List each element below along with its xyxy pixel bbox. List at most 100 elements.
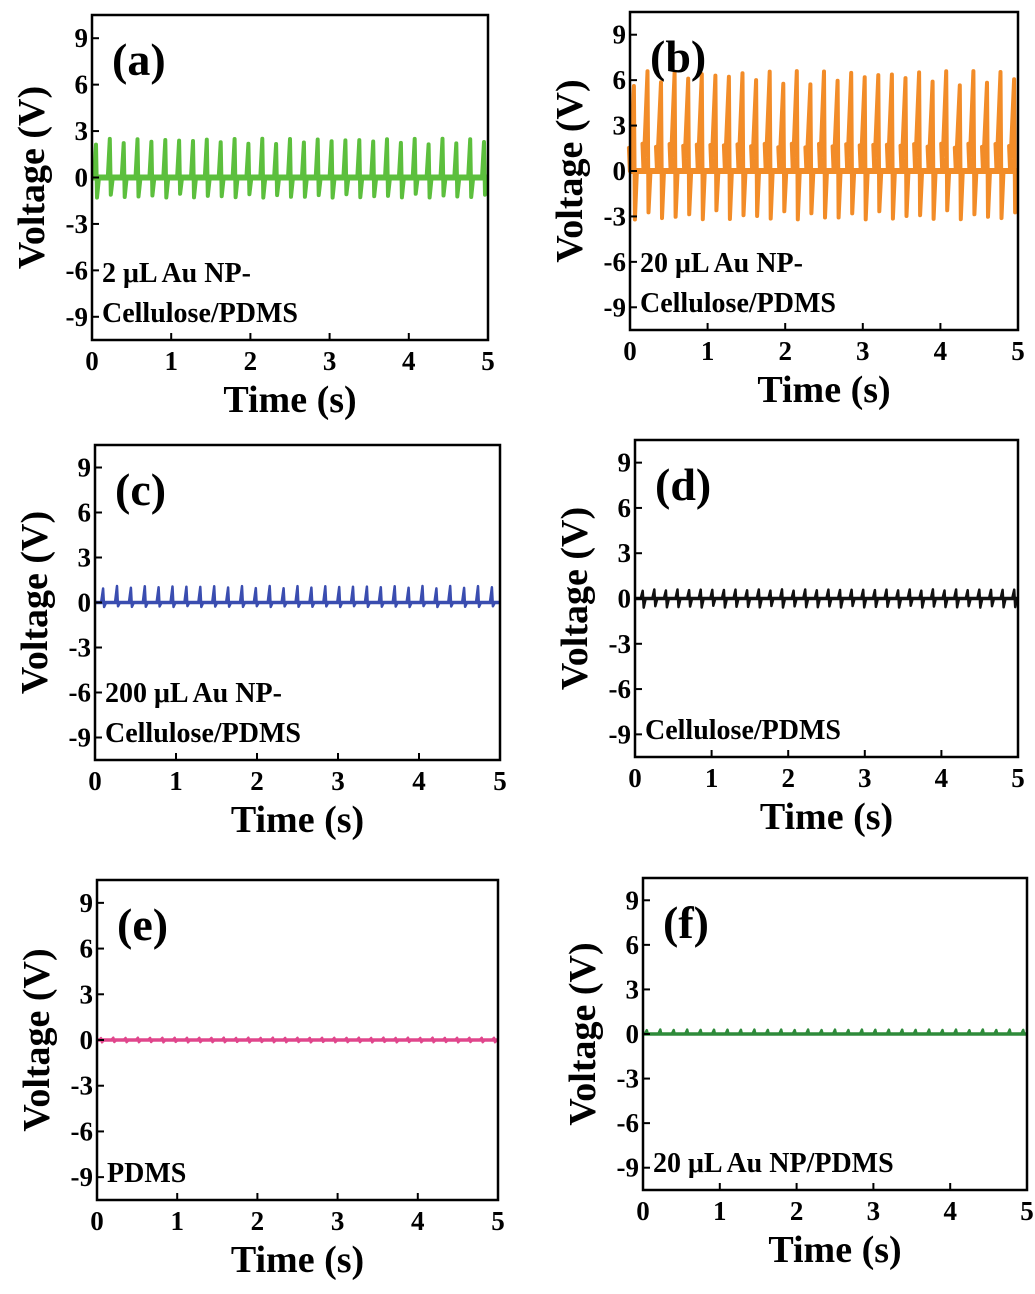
x-tick-label: 3 (331, 1206, 345, 1236)
y-tick-label: 3 (78, 543, 92, 573)
x-tick-label: 1 (169, 766, 183, 796)
x-tick-label: 2 (781, 763, 795, 793)
x-axis-title: Time (s) (768, 1229, 901, 1271)
y-tick-label: -3 (617, 1064, 640, 1094)
x-tick-label: 5 (1011, 336, 1025, 366)
x-tick-label: 3 (858, 763, 872, 793)
x-tick-label: 4 (402, 346, 416, 376)
y-tick-label: 3 (80, 979, 94, 1009)
x-tick-label: 3 (331, 766, 345, 796)
x-tick-label: 5 (481, 346, 495, 376)
x-tick-label: 2 (250, 766, 264, 796)
y-tick-label: 6 (78, 498, 92, 528)
x-tick-label: 3 (323, 346, 337, 376)
y-tick-label: 9 (626, 885, 640, 915)
sample-annotation: Cellulose/PDMS (105, 718, 301, 749)
x-tick-label: 0 (88, 766, 102, 796)
chart-panel-a: 9 6 3 0 -3 -6 -9 0 1 2 3 4 5 Time (s) Voltage (V) (a) 2 … (11, 13, 495, 421)
y-tick-label: 3 (626, 974, 640, 1004)
x-tick-label: 4 (934, 336, 948, 366)
sample-annotation: 20 μL Au NP/PDMS (653, 1148, 894, 1179)
signal-trace (92, 136, 489, 200)
x-tick-label: 5 (493, 766, 507, 796)
y-tick-label: -6 (71, 1116, 94, 1146)
panel-label: (b) (650, 31, 706, 82)
x-tick-label: 5 (1020, 1196, 1034, 1226)
y-tick-label: -3 (71, 1071, 94, 1101)
y-tick-label: 3 (618, 538, 632, 568)
y-tick-label: 3 (613, 111, 627, 141)
y-tick-label: 6 (626, 930, 640, 960)
y-tick-label: 0 (78, 588, 92, 618)
x-tick-label: 1 (705, 763, 719, 793)
x-tick-label: 0 (623, 336, 637, 366)
x-tick-label: 1 (164, 346, 178, 376)
y-tick-label: -6 (66, 255, 89, 285)
y-tick-label: -9 (66, 302, 89, 332)
y-axis-title: Voltage (V) (554, 507, 596, 690)
x-tick-label: 4 (935, 763, 949, 793)
x-axis-title: Time (s) (760, 796, 893, 838)
y-axis-title: Voltage (V) (549, 79, 591, 262)
x-tick-label: 1 (170, 1206, 184, 1236)
y-tick-label: 6 (80, 934, 94, 964)
signal-trace (95, 584, 500, 609)
chart-panel-c: 9 6 3 0 -3 -6 -9 0 1 2 3 4 5 Time (s) Voltage (V) (c) 20… (14, 443, 507, 841)
y-tick-label: -9 (69, 723, 92, 753)
sample-annotation: Cellulose/PDMS (645, 715, 841, 746)
x-axis-title: Time (s) (231, 799, 364, 841)
x-axis-title: Time (s) (757, 369, 890, 411)
panel-label: (e) (117, 899, 168, 950)
chart-panel-b: 9 6 3 0 -3 -6 -9 0 1 2 3 4 5 Time (s) Voltage (V) (b) 20… (549, 10, 1025, 411)
y-axis-title: Voltage (V) (11, 86, 53, 269)
y-tick-label: 0 (75, 163, 89, 193)
x-tick-label: 3 (856, 336, 870, 366)
x-axis-title: Time (s) (223, 379, 356, 421)
panel-label: (a) (112, 34, 166, 85)
sample-annotation: 2 μL Au NP- (102, 258, 251, 289)
y-tick-label: -9 (604, 292, 627, 322)
y-tick-label: -6 (617, 1108, 640, 1138)
x-tick-label: 0 (636, 1196, 650, 1226)
signal-trace (626, 69, 1020, 222)
x-tick-label: 2 (778, 336, 792, 366)
chart-panel-d: 9 6 3 0 -3 -6 -9 0 1 2 3 4 5 Time (s) Voltage (V) (d) Ce… (554, 438, 1025, 838)
y-tick-label: -3 (609, 629, 632, 659)
y-tick-label: 3 (75, 116, 89, 146)
x-tick-label: 4 (411, 1206, 425, 1236)
x-tick-label: 4 (412, 766, 426, 796)
panel-label: (f) (663, 897, 709, 948)
y-axis-title: Voltage (V) (562, 942, 604, 1125)
x-tick-label: 4 (943, 1196, 957, 1226)
y-axis-title: Voltage (V) (14, 511, 56, 694)
y-tick-label: 0 (80, 1025, 94, 1055)
y-tick-label: -6 (604, 247, 627, 277)
y-tick-label: -9 (609, 719, 632, 749)
sample-annotation: 20 μL Au NP- (640, 248, 803, 279)
y-tick-label: -3 (604, 201, 627, 231)
x-tick-label: 0 (628, 763, 642, 793)
y-tick-label: 0 (613, 156, 627, 186)
x-tick-label: 2 (251, 1206, 265, 1236)
x-tick-label: 0 (85, 346, 99, 376)
panel-label: (c) (115, 464, 166, 515)
y-axis-title: Voltage (V) (16, 948, 58, 1131)
y-tick-label: 6 (613, 65, 627, 95)
y-tick-label: 9 (75, 23, 89, 53)
y-tick-label: 9 (78, 453, 92, 483)
sample-annotation: PDMS (107, 1158, 186, 1189)
sample-annotation: Cellulose/PDMS (640, 288, 836, 319)
x-tick-label: 2 (790, 1196, 804, 1226)
x-tick-label: 1 (701, 336, 715, 366)
x-tick-label: 5 (491, 1206, 505, 1236)
y-tick-label: 9 (80, 888, 94, 918)
x-tick-label: 3 (867, 1196, 881, 1226)
panel-label: (d) (655, 459, 711, 510)
y-tick-label: 9 (618, 448, 632, 478)
y-tick-label: 9 (613, 20, 627, 50)
chart-panel-f: 9 6 3 0 -3 -6 -9 0 1 2 3 4 5 Time (s) Voltage (V) (f) 20… (562, 876, 1034, 1271)
y-tick-label: -9 (617, 1153, 640, 1183)
sample-annotation: 200 μL Au NP- (105, 678, 282, 709)
y-tick-label: 0 (618, 584, 632, 614)
